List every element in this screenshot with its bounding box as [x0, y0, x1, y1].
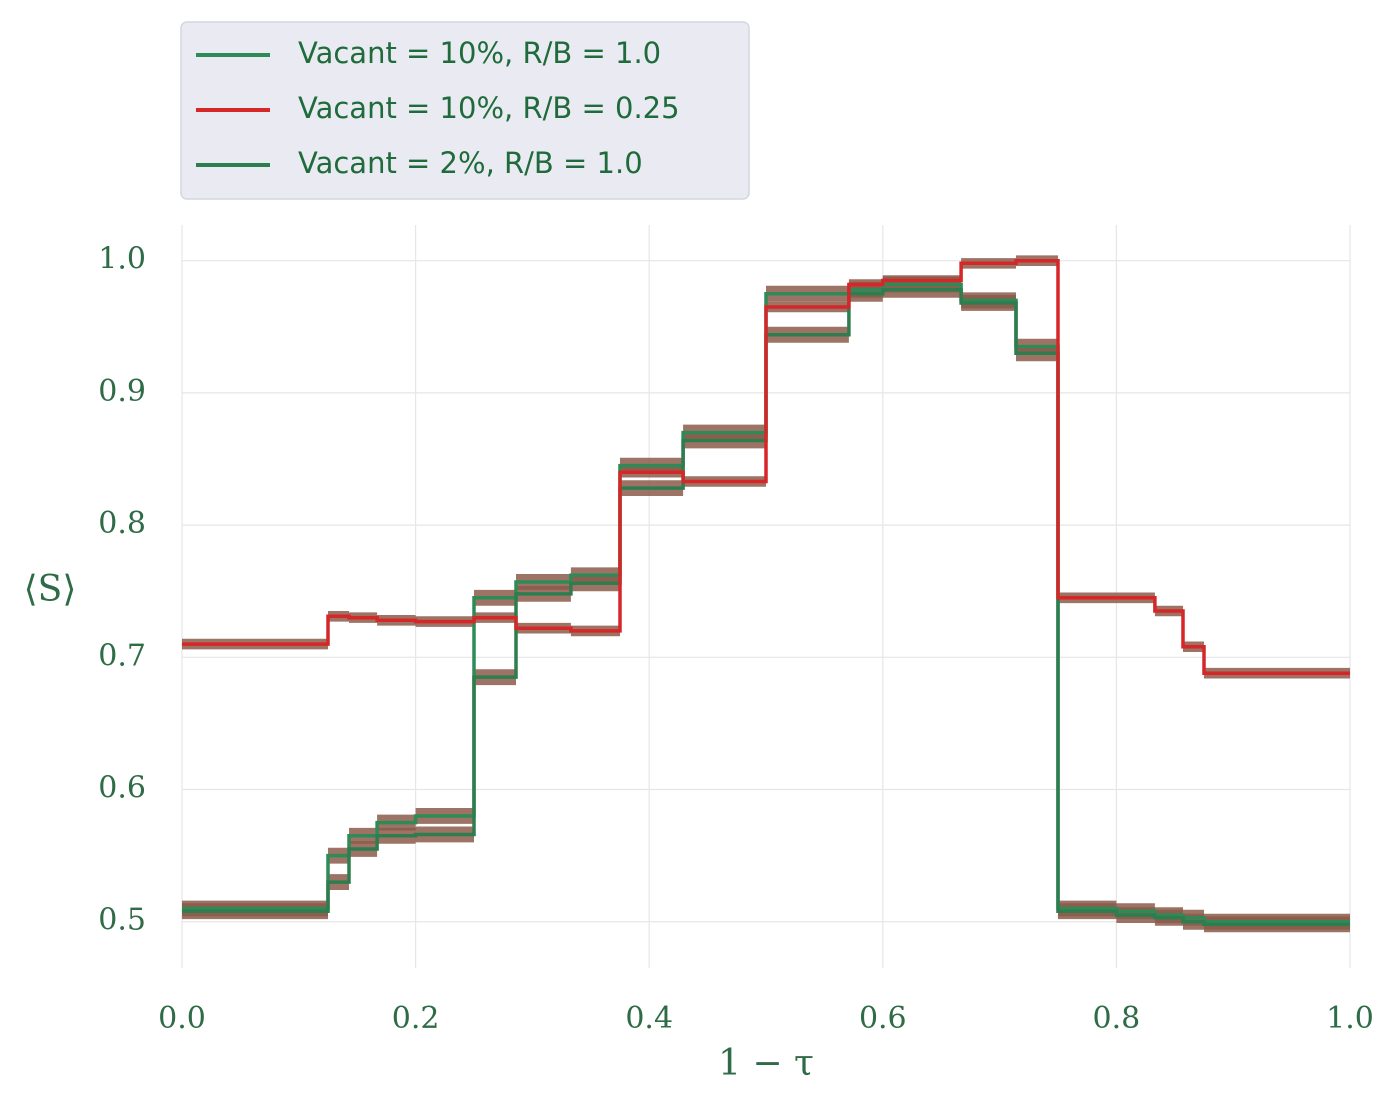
y-tick-label: 1.0 [98, 242, 146, 277]
y-tick-labels: 0.5 0.6 0.7 0.8 0.9 1.0 [98, 242, 146, 938]
x-tick-label: 0.4 [625, 1001, 673, 1036]
x-tick-label: 0.8 [1093, 1001, 1141, 1036]
x-tick-labels: 0.0 0.2 0.4 0.6 0.8 1.0 [158, 1001, 1374, 1036]
series-line-2 [182, 258, 1350, 675]
x-tick-label: 0.2 [392, 1001, 440, 1036]
legend-box [180, 21, 750, 200]
y-tick-label: 0.5 [98, 903, 146, 938]
legend: Vacant = 10%, R/B = 1.0 Vacant = 10%, R/B… [180, 21, 750, 200]
x-tick-label: 0.6 [859, 1001, 907, 1036]
series-lines [182, 258, 1350, 927]
x-axis-label: 1 − τ [718, 1043, 814, 1084]
x-tick-label: 1.0 [1326, 1001, 1374, 1036]
y-tick-label: 0.6 [98, 771, 146, 806]
y-tick-label: 0.7 [98, 638, 146, 673]
y-axis-label: ⟨S⟩ [24, 569, 77, 610]
x-tick-label: 0.0 [158, 1001, 206, 1036]
legend-label-3: Vacant = 2%, R/B = 1.0 [298, 146, 643, 180]
y-tick-label: 0.8 [98, 506, 146, 541]
legend-label-2: Vacant = 10%, R/B = 0.25 [298, 91, 680, 125]
legend-label-1: Vacant = 10%, R/B = 1.0 [298, 36, 661, 70]
y-tick-label: 0.9 [98, 374, 146, 409]
